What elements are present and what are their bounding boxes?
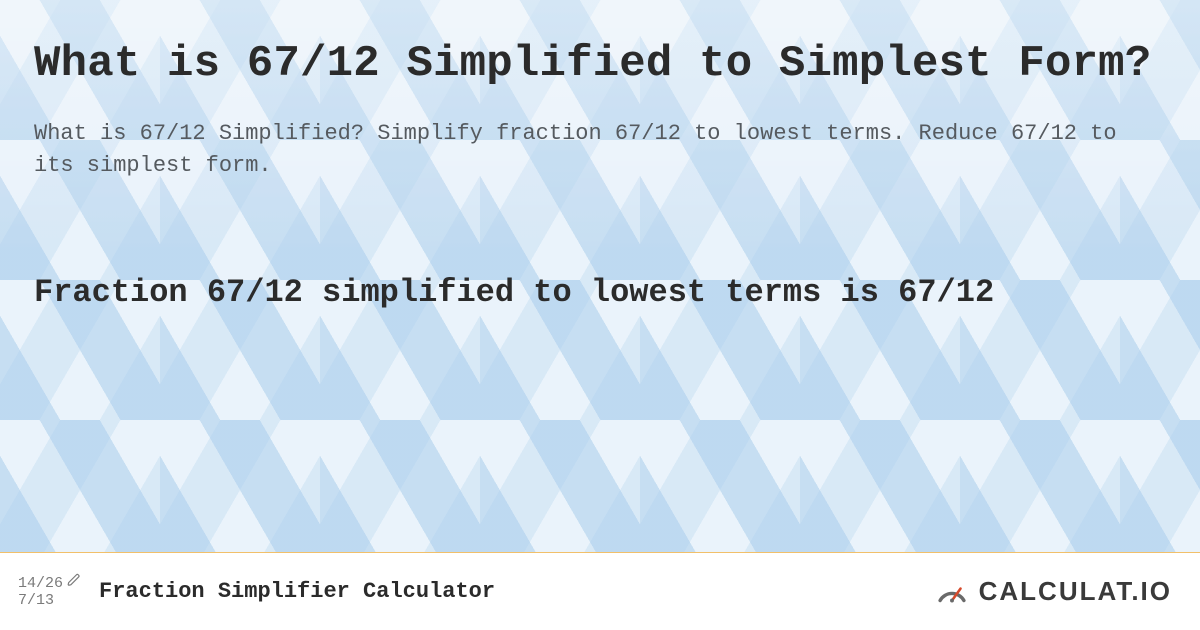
fraction-icon-bottom: 7/13 bbox=[18, 593, 54, 609]
pencil-icon bbox=[67, 573, 81, 592]
fraction-icon-top: 14/26 bbox=[18, 576, 63, 592]
main-content: What is 67/12 Simplified to Simplest For… bbox=[0, 0, 1200, 630]
gauge-icon bbox=[935, 575, 969, 609]
calculator-name: Fraction Simplifier Calculator bbox=[99, 579, 495, 604]
footer-left: 14/26 7/13 Fraction Simplifier Calculato… bbox=[18, 574, 495, 609]
page-description: What is 67/12 Simplified? Simplify fract… bbox=[34, 118, 1154, 182]
page-title: What is 67/12 Simplified to Simplest For… bbox=[34, 38, 1166, 92]
result-heading: Fraction 67/12 simplified to lowest term… bbox=[34, 271, 1154, 314]
fraction-simplify-icon: 14/26 7/13 bbox=[18, 574, 81, 609]
brand: CALCULAT.IO bbox=[935, 575, 1172, 609]
footer-bar: 14/26 7/13 Fraction Simplifier Calculato… bbox=[0, 552, 1200, 630]
brand-text: CALCULAT.IO bbox=[979, 576, 1172, 607]
